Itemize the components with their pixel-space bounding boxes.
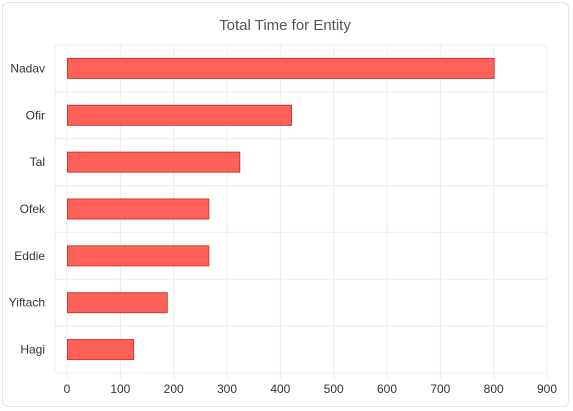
bar-tal[interactable] <box>67 151 241 173</box>
x-tick-label: 300 <box>217 382 237 396</box>
x-tick-label: 600 <box>377 382 397 396</box>
bar-ofek[interactable] <box>67 198 210 220</box>
x-tick-label: 100 <box>110 382 130 396</box>
bar-hagi[interactable] <box>67 339 135 361</box>
category-label: Eddie <box>14 249 45 263</box>
x-tick-label: 900 <box>537 382 557 396</box>
category-axis: Nadav Ofir Tal Ofek Eddie Yiftach Hagi <box>9 61 46 356</box>
x-tick-label: 500 <box>324 382 344 396</box>
bar-series <box>67 57 495 361</box>
x-tick-label: 400 <box>270 382 290 396</box>
category-label: Tal <box>30 155 45 169</box>
category-label: Yiftach <box>9 296 45 310</box>
x-tick-label: 200 <box>164 382 184 396</box>
x-tick-label: 700 <box>430 382 450 396</box>
bar-nadav[interactable] <box>67 57 495 79</box>
category-label: Hagi <box>20 343 45 357</box>
bar-ofir[interactable] <box>67 104 292 126</box>
chart-title: Total Time for Entity <box>219 17 351 34</box>
value-axis: 0 100 200 300 400 500 600 700 800 900 <box>64 382 558 396</box>
category-label: Nadav <box>10 61 45 75</box>
category-label: Ofir <box>26 108 45 122</box>
bar-yiftach[interactable] <box>67 292 168 314</box>
x-tick-label: 0 <box>64 382 71 396</box>
category-label: Ofek <box>20 202 46 216</box>
grid-lines <box>54 44 548 379</box>
x-tick-label: 800 <box>484 382 504 396</box>
bar-eddie[interactable] <box>67 245 210 267</box>
